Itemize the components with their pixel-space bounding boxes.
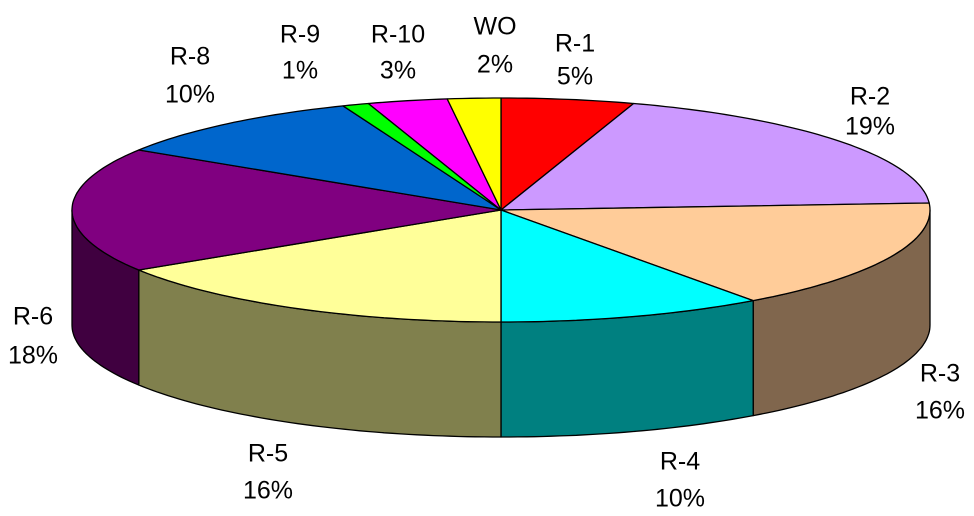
value-label: 16% <box>243 477 293 505</box>
category-label: R-3 <box>920 360 960 388</box>
pie-walls <box>71 209 931 438</box>
value-label: 16% <box>915 397 965 425</box>
value-label: 19% <box>845 113 895 141</box>
pie-tops <box>71 97 931 323</box>
category-label: R-1 <box>555 30 595 58</box>
pie-slice <box>500 97 635 211</box>
category-label: R-9 <box>280 21 320 49</box>
value-label: 3% <box>380 57 416 85</box>
category-label: R-2 <box>850 83 890 111</box>
pie-slice <box>138 209 502 323</box>
category-label: R-6 <box>13 303 53 331</box>
category-label: R-5 <box>248 440 288 468</box>
pie-slice <box>138 105 502 211</box>
value-label: 18% <box>8 342 58 370</box>
category-label: R-4 <box>660 448 700 476</box>
labels: R-1 5% R-219% R-3 16% R-4 10% R-5 16% R-6 18% R-8 10… <box>8 13 965 513</box>
pie-slice <box>71 149 502 271</box>
pie-slice <box>500 209 754 323</box>
value-label: 2% <box>477 51 513 79</box>
pie-slice <box>500 202 931 302</box>
value-label: 10% <box>165 81 215 109</box>
pie-slice <box>500 102 930 211</box>
pie-slice <box>367 98 502 211</box>
value-label: 1% <box>282 57 318 85</box>
value-label: 5% <box>557 63 593 91</box>
category-label: R-8 <box>170 43 210 71</box>
category-label: R-10 <box>371 21 425 49</box>
pie-slice <box>446 97 502 211</box>
value-label: 10% <box>655 485 705 513</box>
category-label: WO <box>473 13 516 41</box>
